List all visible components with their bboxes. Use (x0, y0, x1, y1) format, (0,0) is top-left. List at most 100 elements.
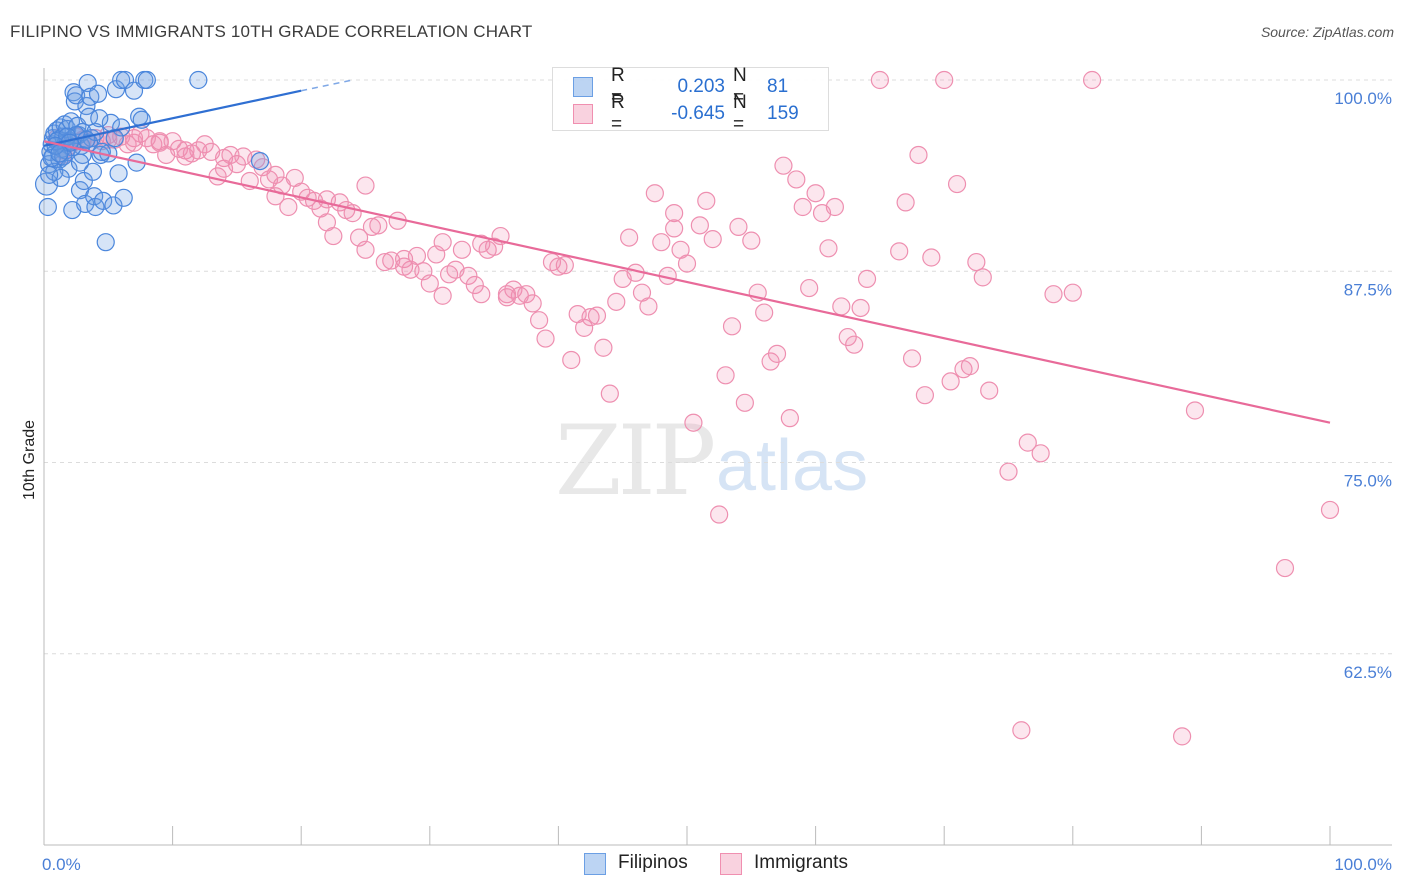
immigrant-point[interactable] (362, 217, 382, 236)
immigrant-point[interactable] (941, 372, 960, 391)
immigrant-point[interactable] (800, 278, 819, 298)
immigrant-point[interactable] (214, 159, 234, 178)
filipino-point[interactable] (90, 109, 109, 128)
immigrant-point[interactable] (787, 170, 806, 189)
immigrant-point[interactable] (960, 357, 980, 376)
immigrant-point[interactable] (845, 335, 864, 354)
immigrant-point[interactable] (793, 197, 812, 217)
filipino-point[interactable] (250, 151, 270, 171)
immigrant-point[interactable] (1185, 401, 1205, 420)
immigrant-point[interactable] (967, 252, 986, 272)
immigrant-point[interactable] (1044, 285, 1063, 304)
immigrant-point[interactable] (697, 191, 716, 210)
immigrant-point[interactable] (677, 254, 697, 273)
immigrant-point[interactable] (266, 165, 285, 184)
immigrant-point[interactable] (124, 133, 144, 152)
immigrant-point[interactable] (980, 381, 999, 400)
immigrant-point[interactable] (575, 318, 594, 337)
immigrant-point[interactable] (973, 268, 992, 287)
immigrant-point[interactable] (851, 298, 870, 318)
immigrant-point[interactable] (806, 184, 825, 203)
immigrant-point[interactable] (947, 174, 967, 194)
immigrant-point[interactable] (909, 145, 928, 165)
immigrant-point[interactable] (755, 303, 774, 322)
filipino-point[interactable] (137, 70, 156, 90)
immigrant-point[interactable] (684, 413, 703, 432)
immigrant-point[interactable] (317, 213, 337, 232)
filipino-point[interactable] (88, 84, 108, 103)
filipino-point[interactable] (51, 168, 70, 188)
immigrant-point[interactable] (1018, 433, 1037, 452)
immigrant-point[interactable] (1031, 444, 1050, 463)
filipino-point[interactable] (109, 164, 128, 183)
immigrant-point[interactable] (555, 256, 574, 275)
immigrant-point[interactable] (1173, 727, 1192, 746)
immigrant-point[interactable] (915, 386, 935, 405)
immigrant-point[interactable] (710, 505, 729, 524)
immigrant-point[interactable] (150, 132, 169, 151)
immigrant-point[interactable] (735, 393, 754, 412)
filipino-point[interactable] (50, 144, 69, 163)
immigrant-point[interactable] (607, 292, 626, 311)
immigrant-point[interactable] (407, 246, 427, 266)
immigrant-point[interactable] (767, 344, 787, 363)
immigrant-point[interactable] (729, 217, 748, 236)
immigrant-point[interactable] (639, 297, 658, 316)
filipino-point[interactable] (189, 70, 208, 90)
filipino-point[interactable] (40, 165, 59, 184)
immigrant-point[interactable] (825, 197, 844, 217)
filipino-point[interactable] (114, 188, 133, 207)
immigrant-point[interactable] (562, 350, 581, 370)
immigrant-point[interactable] (780, 409, 799, 428)
immigrant-point[interactable] (690, 216, 709, 235)
immigrant-point[interactable] (645, 184, 664, 203)
immigrant-point[interactable] (896, 193, 915, 212)
immigrant-point[interactable] (124, 129, 144, 148)
immigrant-point[interactable] (356, 176, 375, 195)
immigrant-point[interactable] (819, 239, 838, 258)
immigrant-point[interactable] (375, 252, 394, 272)
immigrant-point[interactable] (394, 257, 414, 276)
filipino-point[interactable] (61, 112, 81, 131)
immigrant-point[interactable] (472, 234, 491, 253)
immigrant-point[interactable] (452, 240, 472, 259)
filipino-point[interactable] (96, 233, 115, 252)
immigrant-point[interactable] (459, 266, 478, 285)
immigrant-point[interactable] (774, 156, 793, 175)
immigrant-point[interactable] (652, 233, 671, 252)
immigrant-point[interactable] (279, 197, 298, 217)
immigrant-point[interactable] (890, 242, 909, 261)
immigrant-point[interactable] (1082, 70, 1102, 90)
immigrant-point[interactable] (665, 204, 684, 223)
immigrant-point[interactable] (530, 311, 549, 330)
immigrant-point[interactable] (742, 231, 761, 250)
immigrant-point[interactable] (176, 147, 195, 166)
filipino-point[interactable] (38, 197, 57, 217)
immigrant-point[interactable] (665, 219, 684, 238)
immigrant-point[interactable] (832, 297, 851, 316)
immigrant-point[interactable] (935, 70, 954, 90)
immigrant-point[interactable] (722, 317, 742, 336)
immigrant-point[interactable] (356, 240, 375, 259)
immigrant-point[interactable] (536, 329, 555, 348)
filipino-point[interactable] (83, 162, 102, 181)
immigrant-point[interactable] (716, 366, 735, 385)
immigrant-point[interactable] (497, 285, 517, 304)
immigrant-point[interactable] (433, 286, 452, 305)
immigrant-point[interactable] (870, 70, 890, 90)
filipino-point[interactable] (94, 191, 113, 210)
immigrant-point[interactable] (1063, 283, 1082, 302)
immigrant-point[interactable] (517, 285, 536, 304)
immigrant-point[interactable] (549, 257, 568, 276)
immigrant-point[interactable] (857, 269, 877, 288)
immigrant-point[interactable] (600, 384, 619, 403)
immigrant-point[interactable] (1320, 500, 1340, 520)
immigrant-point[interactable] (523, 294, 542, 313)
filipino-point[interactable] (104, 196, 123, 215)
filipino-point[interactable] (77, 130, 96, 149)
immigrant-point[interactable] (902, 349, 922, 368)
filipino-point[interactable] (77, 96, 96, 116)
immigrant-point[interactable] (433, 233, 452, 252)
filipino-point[interactable] (70, 153, 90, 172)
immigrant-point[interactable] (587, 306, 607, 325)
